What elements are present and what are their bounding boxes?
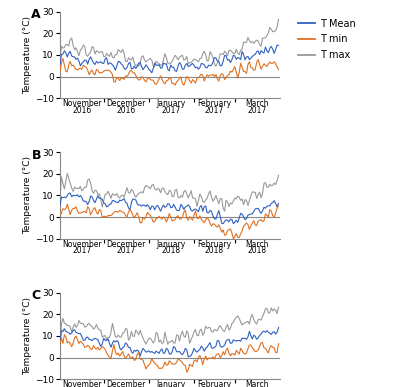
Text: December: December — [107, 99, 146, 108]
Text: January: January — [157, 99, 186, 108]
Text: January: January — [157, 380, 186, 387]
Text: January: January — [157, 240, 186, 249]
Text: February: February — [197, 380, 232, 387]
Text: 2017: 2017 — [117, 247, 136, 255]
Text: March: March — [246, 380, 269, 387]
Text: 2018: 2018 — [248, 247, 267, 255]
Text: 2016: 2016 — [72, 106, 92, 115]
Text: A: A — [31, 8, 41, 21]
Text: 2017: 2017 — [162, 106, 181, 115]
Text: C: C — [31, 289, 40, 302]
Text: 2018: 2018 — [162, 247, 181, 255]
Text: December: December — [107, 240, 146, 249]
Y-axis label: Temperature (°C): Temperature (°C) — [23, 297, 32, 375]
Text: 2017: 2017 — [248, 106, 267, 115]
Text: B: B — [31, 149, 41, 162]
Y-axis label: Temperature (°C): Temperature (°C) — [23, 156, 32, 235]
Text: March: March — [246, 99, 269, 108]
Text: February: February — [197, 99, 232, 108]
Text: November: November — [62, 99, 102, 108]
Y-axis label: Temperature (°C): Temperature (°C) — [23, 16, 32, 94]
Text: 2016: 2016 — [117, 106, 136, 115]
Text: 2017: 2017 — [205, 106, 224, 115]
Text: March: March — [246, 240, 269, 249]
Text: 2017: 2017 — [72, 247, 92, 255]
Text: December: December — [107, 380, 146, 387]
Text: 2018: 2018 — [205, 247, 224, 255]
Text: November: November — [62, 240, 102, 249]
Text: February: February — [197, 240, 232, 249]
Legend: T Mean, T min, T max: T Mean, T min, T max — [294, 15, 360, 64]
Text: November: November — [62, 380, 102, 387]
